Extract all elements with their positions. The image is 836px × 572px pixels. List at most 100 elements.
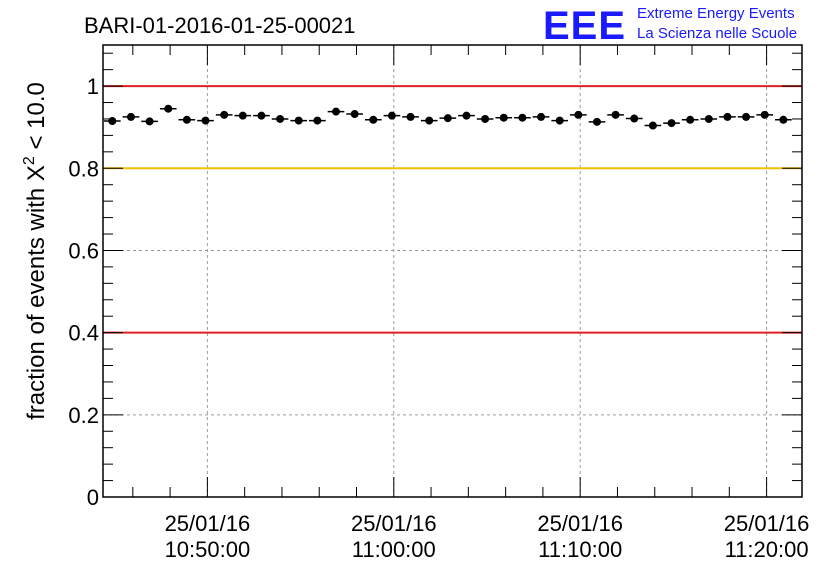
data-point bbox=[104, 117, 121, 126]
y-tick-label: 0.4 bbox=[68, 321, 99, 346]
data-point-marker bbox=[425, 116, 434, 125]
data-point bbox=[383, 111, 401, 120]
data-point bbox=[570, 110, 587, 119]
data-point bbox=[625, 114, 643, 123]
data-point bbox=[159, 104, 177, 113]
data-point-marker bbox=[164, 104, 173, 113]
data-point-marker bbox=[201, 116, 210, 125]
logo-line-1: Extreme Energy Events bbox=[637, 5, 795, 22]
data-point-marker bbox=[648, 121, 657, 130]
data-point-marker bbox=[760, 110, 769, 119]
data-point bbox=[588, 117, 606, 126]
data-point-marker bbox=[443, 114, 452, 123]
data-point bbox=[458, 111, 475, 120]
y-axis-label-superscript: 2 bbox=[21, 156, 38, 165]
data-point-marker bbox=[313, 116, 322, 125]
data-point bbox=[141, 117, 158, 126]
data-point-marker bbox=[387, 111, 396, 120]
y-axis-label-tail: < 10.0 bbox=[23, 82, 50, 156]
data-point-marker bbox=[779, 115, 788, 124]
data-point-marker bbox=[742, 112, 751, 121]
x-tick-label-time: 11:00:00 bbox=[352, 537, 436, 562]
data-point-marker bbox=[369, 115, 378, 124]
data-point-marker bbox=[555, 116, 564, 125]
y-tick-label: 0.6 bbox=[68, 238, 99, 263]
data-point bbox=[756, 110, 774, 119]
data-point bbox=[271, 114, 289, 123]
data-point-marker bbox=[126, 112, 135, 121]
x-tick-label-time: 11:20:00 bbox=[725, 537, 809, 562]
x-tick-label-date: 25/01/16 bbox=[724, 511, 810, 536]
data-point-marker bbox=[257, 111, 266, 120]
axes: 00.20.40.60.8125/01/1610:50:0025/01/1611… bbox=[68, 44, 810, 562]
data-point bbox=[514, 113, 531, 122]
eee-logo: EEE Extreme Energy Events La Scienza nel… bbox=[543, 4, 797, 48]
data-point-marker bbox=[332, 107, 340, 116]
x-tick-label-date: 25/01/16 bbox=[165, 511, 251, 536]
data-point bbox=[644, 121, 662, 130]
plot-frame bbox=[102, 44, 803, 498]
data-point bbox=[532, 112, 550, 121]
data-point bbox=[309, 116, 326, 125]
logo-line-2: La Scienza nelle Scuole bbox=[637, 25, 797, 42]
data-point-marker bbox=[406, 112, 415, 121]
data-point-marker bbox=[574, 110, 583, 119]
data-point-marker bbox=[182, 115, 191, 124]
data-point-marker bbox=[294, 116, 303, 125]
data-point-marker bbox=[145, 117, 154, 126]
data-point-marker bbox=[704, 114, 713, 123]
data-point bbox=[290, 116, 308, 125]
data-point bbox=[253, 111, 270, 120]
y-tick-label: 0.8 bbox=[68, 156, 99, 181]
data-point bbox=[663, 119, 680, 128]
y-tick-label: 1 bbox=[87, 74, 99, 99]
x-tick-label-date: 25/01/16 bbox=[537, 511, 623, 536]
data-point bbox=[719, 112, 736, 121]
data-point bbox=[607, 110, 624, 119]
data-point-marker bbox=[630, 114, 639, 123]
data-point bbox=[234, 111, 252, 120]
data-point-marker bbox=[592, 117, 601, 126]
data-point bbox=[402, 112, 419, 121]
data-point-marker bbox=[350, 110, 359, 119]
data-point-marker bbox=[686, 115, 695, 124]
data-point bbox=[215, 110, 233, 119]
data-point bbox=[681, 115, 699, 124]
y-axis-label: fraction of events with X2 < 10.0 bbox=[21, 82, 50, 420]
data-point-marker bbox=[481, 114, 490, 123]
data-point bbox=[122, 112, 140, 121]
data-point-marker bbox=[611, 110, 620, 119]
data-point bbox=[439, 114, 457, 123]
data-points bbox=[104, 104, 792, 130]
y-axis-label-main: fraction of events with X bbox=[23, 165, 50, 420]
data-point-marker bbox=[518, 113, 527, 122]
data-point-marker bbox=[537, 112, 546, 121]
data-point bbox=[700, 114, 718, 123]
data-point-marker bbox=[462, 111, 471, 120]
data-point bbox=[495, 113, 513, 122]
x-tick-label-time: 10:50:00 bbox=[165, 537, 251, 562]
data-point bbox=[178, 115, 196, 124]
reference-lines bbox=[103, 85, 802, 334]
logo-mark: EEE bbox=[543, 4, 626, 48]
data-point-marker bbox=[238, 111, 247, 120]
data-point bbox=[197, 116, 214, 125]
data-point bbox=[327, 107, 345, 116]
data-point-marker bbox=[108, 117, 117, 126]
data-point bbox=[346, 110, 363, 119]
data-point bbox=[551, 116, 568, 125]
chart-title: BARI-01-2016-01-25-00021 bbox=[84, 13, 356, 38]
data-point bbox=[364, 115, 382, 124]
data-point-marker bbox=[723, 112, 732, 121]
data-point bbox=[476, 114, 494, 123]
x-tick-label-date: 25/01/16 bbox=[351, 511, 437, 536]
y-tick-label: 0.2 bbox=[68, 403, 99, 428]
data-point-marker bbox=[499, 113, 508, 122]
x-tick-label-time: 11:10:00 bbox=[538, 537, 622, 562]
data-point bbox=[420, 116, 438, 125]
y-tick-label: 0 bbox=[87, 485, 99, 510]
data-point bbox=[775, 115, 792, 124]
data-point bbox=[737, 112, 755, 121]
